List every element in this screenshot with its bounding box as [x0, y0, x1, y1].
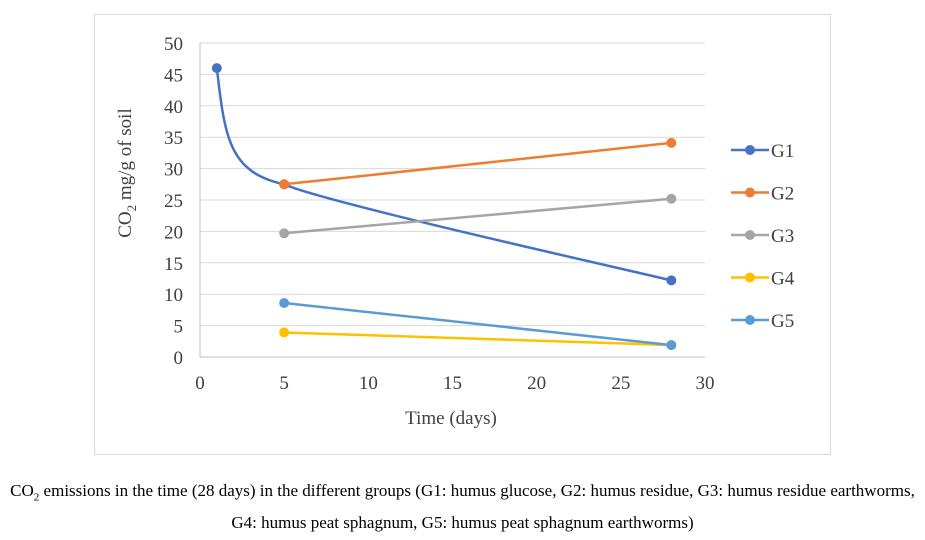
legend-marker-g5: [745, 315, 755, 325]
x-tick-label-5: 5: [279, 373, 289, 394]
series-markers: [211, 63, 677, 351]
x-tick-label-25: 25: [611, 373, 630, 394]
y-tick-label-35: 35: [164, 128, 183, 149]
x-tick-label-10: 10: [359, 373, 378, 394]
legend-marker-g2: [745, 187, 755, 198]
y-tick-label-10: 10: [164, 285, 183, 306]
legend-label-g5: G5: [771, 311, 794, 332]
series-line-g3: [282, 197, 673, 235]
data-point-g4-0: [279, 327, 290, 338]
series-line-g1: [215, 66, 673, 282]
legend-label-g3: G3: [771, 226, 794, 247]
data-point-g2-1: [666, 137, 677, 148]
caption-text: emissions in the time (28 days) in the d…: [39, 481, 915, 533]
data-point-g3-0: [279, 228, 290, 239]
data-point-g1-2: [666, 275, 677, 286]
y-tick-label-5: 5: [174, 317, 184, 338]
x-tick-label-15: 15: [443, 373, 462, 394]
data-point-g5-1: [666, 340, 677, 351]
legend-marker-g4: [745, 272, 755, 283]
x-tick-label-30: 30: [696, 373, 715, 394]
data-point-g1-0: [211, 63, 222, 74]
chart-frame: 0 5 10 15 20 25 30 35 40 45 50 0 5 10 15 20 25 30 G1 G2 G3 G…: [94, 14, 831, 455]
y-tick-label-20: 20: [164, 222, 183, 243]
axes: 0 5 10 15 20 25 30 35 40 45 50 0 5 10 15 20 25 30: [164, 34, 715, 394]
y-tick-label-25: 25: [164, 191, 183, 212]
series-line-g2: [282, 141, 673, 186]
y-axis-label-sub: 2: [124, 205, 139, 212]
figure-caption: CO2 emissions in the time (28 days) in t…: [0, 478, 925, 535]
caption-prefix: CO: [10, 481, 34, 500]
series-lines: [215, 66, 673, 347]
y-tick-label-50: 50: [164, 34, 183, 55]
y-tick-label-0: 0: [174, 348, 184, 369]
y-tick-label-30: 30: [164, 160, 183, 181]
data-point-g5-0: [279, 297, 290, 308]
series-line-g5: [282, 301, 673, 347]
caption-subscript: 2: [33, 491, 40, 504]
legend-marker-g1: [745, 145, 755, 155]
data-point-g3-1: [666, 193, 677, 204]
legend-marker-g3: [745, 230, 755, 240]
grid-lines: [200, 42, 705, 327]
data-point-g2-0: [279, 179, 290, 190]
x-tick-label-0: 0: [195, 373, 205, 394]
legend: G1 G2 G3 G4 G5: [731, 141, 795, 332]
y-tick-label-40: 40: [164, 97, 183, 118]
legend-label-g1: G1: [771, 141, 794, 162]
y-axis-label-suffix: mg/g of soil: [115, 108, 136, 205]
y-axis-label-prefix: CO: [115, 211, 136, 237]
legend-label-g4: G4: [771, 269, 795, 290]
y-axis-label: CO2 mg/g of soil: [115, 108, 139, 238]
x-tick-label-20: 20: [527, 373, 546, 394]
legend-label-g2: G2: [771, 184, 794, 205]
y-tick-label-45: 45: [164, 65, 183, 86]
series-line-g4: [282, 331, 673, 347]
y-tick-label-15: 15: [164, 254, 183, 275]
x-axis-label: Time (days): [405, 408, 497, 429]
